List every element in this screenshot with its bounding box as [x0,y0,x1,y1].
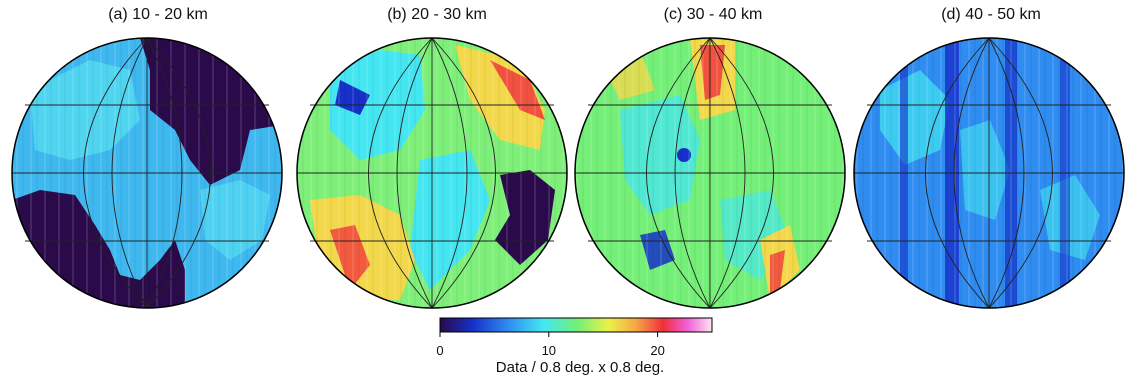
globe-outline-d [853,37,1125,309]
panel-a-title: (a) 10 - 20 km [108,6,208,23]
colorbar-label: Data / 0.8 deg. x 0.8 deg. [495,359,665,376]
panel-c-title: (c) 30 - 40 km [663,6,763,23]
colorbar-tick-label-10: 10 [541,343,557,358]
panel-b-title: (b) 20 - 30 km [387,6,487,23]
colorbar-tick-label-0: 0 [436,343,444,358]
graticule-c [575,37,845,309]
graticule-a [12,37,282,309]
panel-d-title: (d) 40 - 50 km [941,6,1041,23]
graticule-d [854,37,1124,309]
colorbar-tick-label-20: 20 [650,343,665,358]
graticule-b [297,37,567,309]
globe-outline-a [11,37,283,309]
colorbar [439,317,713,333]
globe-outline-b [296,37,568,309]
globe-outline-c [574,37,846,309]
